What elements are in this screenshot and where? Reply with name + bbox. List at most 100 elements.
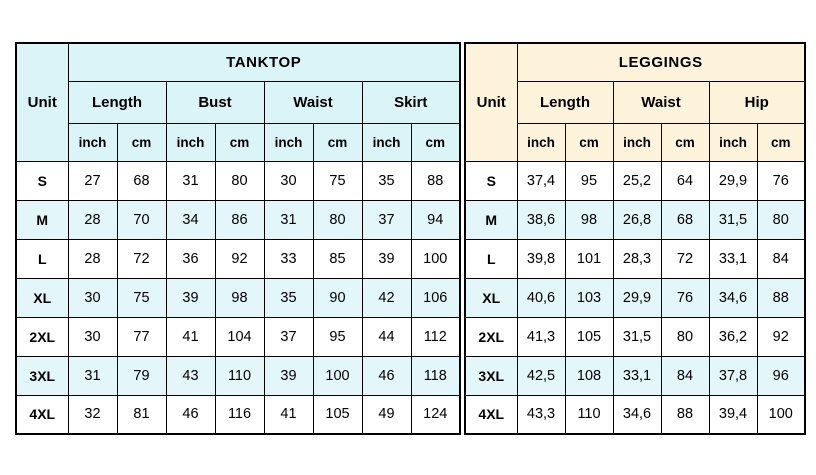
measurement-cell: 28 bbox=[67, 238, 118, 279]
size-label-cell: L bbox=[15, 238, 69, 279]
measurement-cell: 110 bbox=[214, 355, 265, 396]
tanktop-subheader-length-inch: inch bbox=[67, 122, 118, 162]
measurement-cell: 31 bbox=[67, 355, 118, 396]
measurement-cell: 75 bbox=[116, 277, 167, 318]
measurement-cell: 64 bbox=[660, 160, 710, 201]
measurement-cell: 124 bbox=[410, 394, 461, 435]
table-row: M 38,6 98 26,8 68 31,5 80 bbox=[464, 199, 806, 240]
measurement-cell: 26,8 bbox=[612, 199, 662, 240]
measurement-cell: 95 bbox=[564, 160, 614, 201]
table-row: M 28 70 34 86 31 80 37 94 bbox=[15, 199, 461, 240]
measurement-cell: 105 bbox=[312, 394, 363, 435]
measurement-cell: 31 bbox=[263, 199, 314, 240]
measurement-cell: 116 bbox=[214, 394, 265, 435]
table-row: XL 40,6 103 29,9 76 34,6 88 bbox=[464, 277, 806, 318]
tanktop-title-row: Unit TANKTOP bbox=[15, 42, 461, 162]
measurement-cell: 37,4 bbox=[516, 160, 566, 201]
measurement-cell: 105 bbox=[564, 316, 614, 357]
measurement-cell: 85 bbox=[312, 238, 363, 279]
leggings-group-row: Length Waist Hip bbox=[465, 80, 806, 124]
tanktop-table-body: S 27 68 31 80 30 75 35 88 M 28 70 34 86 31 80 37 94 L 28 72 3… bbox=[15, 160, 461, 435]
measurement-cell: 112 bbox=[410, 316, 461, 357]
size-label-cell: M bbox=[15, 199, 69, 240]
measurement-cell: 36,2 bbox=[708, 316, 758, 357]
table-row: L 28 72 36 92 33 85 39 100 bbox=[15, 238, 461, 279]
measurement-cell: 70 bbox=[116, 199, 167, 240]
measurement-cell: 44 bbox=[361, 316, 412, 357]
tanktop-size-table: Unit TANKTOP Length Bust Waist Skirt inc… bbox=[15, 42, 461, 435]
size-label-cell: XL bbox=[15, 277, 69, 318]
measurement-cell: 100 bbox=[410, 238, 461, 279]
leggings-subheader-hip-cm: cm bbox=[756, 122, 806, 162]
measurement-cell: 37,8 bbox=[708, 355, 758, 396]
leggings-unit-header: Unit bbox=[464, 42, 518, 162]
tanktop-title: TANKTOP bbox=[67, 42, 461, 82]
measurement-cell: 80 bbox=[312, 199, 363, 240]
measurement-cell: 68 bbox=[660, 199, 710, 240]
measurement-cell: 110 bbox=[564, 394, 614, 435]
measurement-cell: 75 bbox=[312, 160, 363, 201]
tanktop-subheader-waist-inch: inch bbox=[263, 122, 314, 162]
tanktop-group-row: Length Bust Waist Skirt bbox=[16, 80, 461, 124]
measurement-cell: 94 bbox=[410, 199, 461, 240]
measurement-cell: 28,3 bbox=[612, 238, 662, 279]
size-label-cell: 2XL bbox=[464, 316, 518, 357]
measurement-cell: 35 bbox=[361, 160, 412, 201]
measurement-cell: 80 bbox=[660, 316, 710, 357]
measurement-cell: 37 bbox=[263, 316, 314, 357]
table-row: XL 30 75 39 98 35 90 42 106 bbox=[15, 277, 461, 318]
leggings-table-body: S 37,4 95 25,2 64 29,9 76 M 38,6 98 26,8 68 31,5 80 L 3… bbox=[464, 160, 806, 435]
tanktop-subheader-bust-cm: cm bbox=[214, 122, 265, 162]
measurement-cell: 30 bbox=[67, 277, 118, 318]
measurement-cell: 42 bbox=[361, 277, 412, 318]
leggings-subheader-length-inch: inch bbox=[516, 122, 566, 162]
measurement-cell: 90 bbox=[312, 277, 363, 318]
tanktop-unit-header: Unit bbox=[15, 42, 69, 162]
measurement-cell: 42,5 bbox=[516, 355, 566, 396]
measurement-cell: 84 bbox=[756, 238, 806, 279]
tanktop-table-head: Unit TANKTOP Length Bust Waist Skirt inc… bbox=[15, 42, 461, 162]
measurement-cell: 88 bbox=[660, 394, 710, 435]
measurement-cell: 88 bbox=[410, 160, 461, 201]
table-row: S 37,4 95 25,2 64 29,9 76 bbox=[464, 160, 806, 201]
measurement-cell: 84 bbox=[660, 355, 710, 396]
measurement-cell: 33 bbox=[263, 238, 314, 279]
measurement-cell: 34,6 bbox=[708, 277, 758, 318]
table-row: 2XL 41,3 105 31,5 80 36,2 92 bbox=[464, 316, 806, 357]
tanktop-subheader-length-cm: cm bbox=[116, 122, 167, 162]
measurement-cell: 76 bbox=[660, 277, 710, 318]
measurement-cell: 95 bbox=[312, 316, 363, 357]
size-label-cell: 3XL bbox=[464, 355, 518, 396]
measurement-cell: 34,6 bbox=[612, 394, 662, 435]
tanktop-group-waist: Waist bbox=[263, 80, 363, 124]
measurement-cell: 68 bbox=[116, 160, 167, 201]
measurement-cell: 29,9 bbox=[612, 277, 662, 318]
measurement-cell: 38,6 bbox=[516, 199, 566, 240]
measurement-cell: 103 bbox=[564, 277, 614, 318]
leggings-title-row: Unit LEGGINGS bbox=[464, 42, 806, 162]
measurement-cell: 118 bbox=[410, 355, 461, 396]
size-label-cell: M bbox=[464, 199, 518, 240]
measurement-cell: 39 bbox=[361, 238, 412, 279]
table-row: S 27 68 31 80 30 75 35 88 bbox=[15, 160, 461, 201]
tanktop-subheader-skirt-inch: inch bbox=[361, 122, 412, 162]
measurement-cell: 30 bbox=[263, 160, 314, 201]
leggings-subheader-hip-inch: inch bbox=[708, 122, 758, 162]
measurement-cell: 41,3 bbox=[516, 316, 566, 357]
measurement-cell: 98 bbox=[564, 199, 614, 240]
table-row: 3XL 31 79 43 110 39 100 46 118 bbox=[15, 355, 461, 396]
measurement-cell: 72 bbox=[660, 238, 710, 279]
measurement-cell: 92 bbox=[756, 316, 806, 357]
tanktop-subheader-bust-inch: inch bbox=[165, 122, 216, 162]
measurement-cell: 43,3 bbox=[516, 394, 566, 435]
measurement-cell: 34 bbox=[165, 199, 216, 240]
size-label-cell: 4XL bbox=[15, 394, 69, 435]
measurement-cell: 33,1 bbox=[708, 238, 758, 279]
measurement-cell: 40,6 bbox=[516, 277, 566, 318]
tanktop-group-bust: Bust bbox=[165, 80, 265, 124]
leggings-group-length: Length bbox=[516, 80, 614, 124]
measurement-cell: 41 bbox=[263, 394, 314, 435]
measurement-cell: 33,1 bbox=[612, 355, 662, 396]
table-row: L 39,8 101 28,3 72 33,1 84 bbox=[464, 238, 806, 279]
measurement-cell: 88 bbox=[756, 277, 806, 318]
